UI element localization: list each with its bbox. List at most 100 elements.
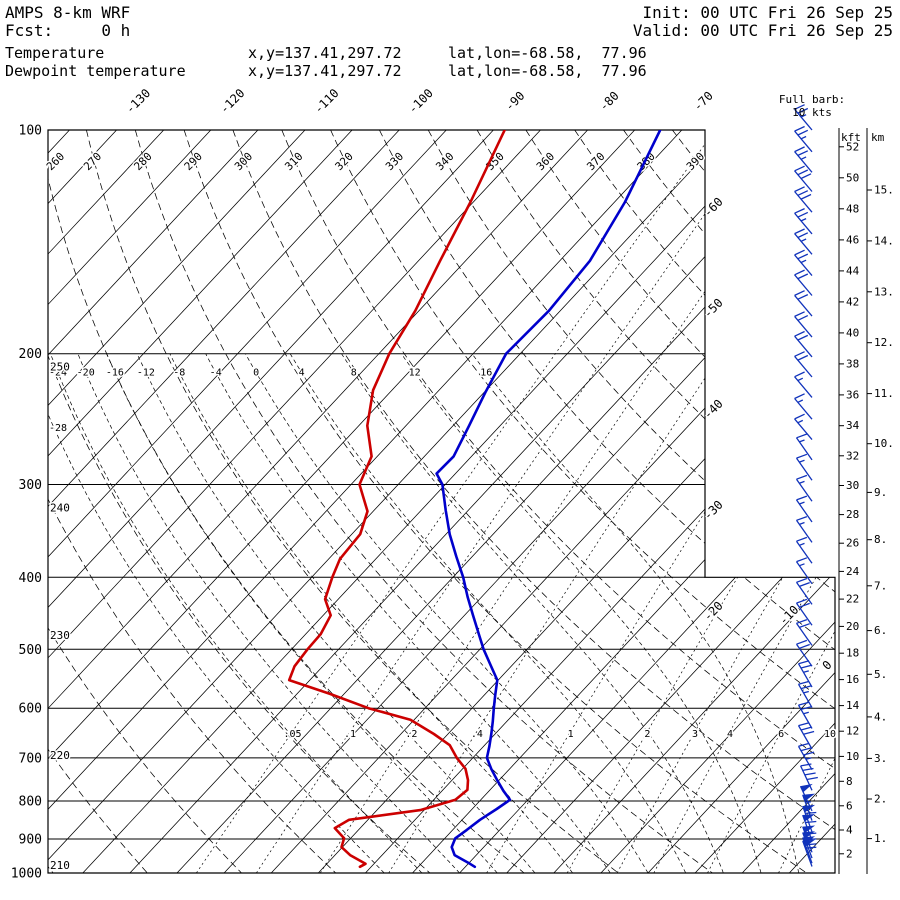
wind-barb xyxy=(795,639,813,667)
svg-text:-8: -8 xyxy=(173,368,185,379)
svg-text:-50: -50 xyxy=(701,296,726,321)
svg-text:9.: 9. xyxy=(874,486,887,499)
svg-text:12: 12 xyxy=(846,725,859,738)
svg-text:1.: 1. xyxy=(874,832,887,845)
svg-text:-4: -4 xyxy=(210,368,222,379)
temperature-latlon: lat,lon=-68.58, 77.96 xyxy=(448,44,647,62)
isotherm-labels: -130 -120 -110 -100 -90 -80 -70-60-50-40-30-20… xyxy=(123,86,836,674)
svg-text:500: 500 xyxy=(19,643,42,658)
svg-text:700: 700 xyxy=(19,751,42,766)
svg-text:16: 16 xyxy=(480,368,492,379)
svg-text:-100: -100 xyxy=(406,86,436,116)
svg-text:20: 20 xyxy=(846,620,859,633)
wind-barb xyxy=(802,839,817,867)
svg-text:26: 26 xyxy=(846,537,859,550)
svg-text:5.: 5. xyxy=(874,668,887,681)
svg-text:4: 4 xyxy=(846,824,853,837)
plot-border xyxy=(47,129,836,874)
svg-text:370: 370 xyxy=(584,150,607,173)
svg-text:280: 280 xyxy=(131,150,154,173)
svg-text:12: 12 xyxy=(409,368,421,379)
svg-text:30: 30 xyxy=(846,479,859,492)
svg-text:7.: 7. xyxy=(874,579,887,592)
svg-text:28: 28 xyxy=(846,508,859,521)
wind-barb xyxy=(795,453,813,481)
svg-text:4: 4 xyxy=(727,729,733,740)
svg-text:50: 50 xyxy=(846,171,859,184)
wind-barb xyxy=(797,680,813,708)
svg-text:600: 600 xyxy=(19,702,42,717)
wind-barb xyxy=(795,577,813,605)
wind-barb xyxy=(794,393,813,420)
svg-text:14: 14 xyxy=(846,699,860,712)
model-title: AMPS 8-km WRF xyxy=(5,3,131,22)
svg-text:270: 270 xyxy=(81,150,104,173)
wind-barb xyxy=(795,557,813,585)
svg-text:38: 38 xyxy=(846,357,859,370)
svg-text:6: 6 xyxy=(778,729,784,740)
svg-text:-120: -120 xyxy=(217,86,247,116)
wind-barb xyxy=(800,763,818,791)
isobar-lines xyxy=(47,129,836,874)
svg-text:-20: -20 xyxy=(701,599,726,624)
wind-barb xyxy=(794,249,813,277)
wind-barb xyxy=(794,413,813,441)
barb-legend-line2: 10 kts xyxy=(792,106,832,119)
svg-text:2.: 2. xyxy=(874,793,887,806)
wind-barb xyxy=(794,104,813,131)
pressure-labels: 100 200 300 400 500 600 700 800 900 1000 xyxy=(11,124,42,882)
svg-text:8: 8 xyxy=(846,775,853,788)
svg-text:330: 330 xyxy=(383,150,406,173)
wind-barb xyxy=(795,598,813,626)
svg-text:10: 10 xyxy=(824,729,836,740)
svg-text:1: 1 xyxy=(568,729,574,740)
wind-barb xyxy=(795,474,813,502)
svg-text:10: 10 xyxy=(846,750,859,763)
svg-text:14.: 14. xyxy=(874,234,894,247)
svg-text:kft: kft xyxy=(841,131,861,144)
moist-adiabat-labels: -28 -24 -20 -16 -12 -8 -4 0 4 8 12 16 xyxy=(47,366,493,436)
dewpoint-curve xyxy=(287,130,507,869)
moist-adiabat-lines xyxy=(48,353,800,873)
svg-text:260: 260 xyxy=(44,150,67,173)
svg-text:290: 290 xyxy=(182,150,205,173)
svg-text:6: 6 xyxy=(846,799,853,812)
svg-text:10.: 10. xyxy=(874,437,894,450)
svg-text:24: 24 xyxy=(846,565,860,578)
svg-text:34: 34 xyxy=(846,419,860,432)
svg-text:.4: .4 xyxy=(471,729,483,740)
svg-text:230: 230 xyxy=(50,629,70,642)
svg-text:km: km xyxy=(871,131,885,144)
wind-barb xyxy=(795,536,813,564)
wind-barb xyxy=(794,146,813,173)
svg-text:-110: -110 xyxy=(311,86,341,116)
svg-text:800: 800 xyxy=(19,795,42,810)
svg-text:1000: 1000 xyxy=(11,867,42,882)
svg-text:-80: -80 xyxy=(596,89,621,114)
wind-barb xyxy=(797,660,813,688)
wind-barb xyxy=(794,351,813,378)
svg-text:2: 2 xyxy=(846,847,853,860)
wind-barb xyxy=(794,330,813,358)
wind-barb xyxy=(797,701,813,729)
svg-text:220: 220 xyxy=(50,749,70,762)
wind-barb xyxy=(794,290,813,317)
barb-legend-line1: Full barb: xyxy=(779,93,845,106)
svg-text:15.: 15. xyxy=(874,184,894,197)
svg-text:300: 300 xyxy=(232,150,255,173)
temperature-curve xyxy=(435,130,662,869)
svg-text:300: 300 xyxy=(19,478,42,493)
svg-text:32: 32 xyxy=(846,449,859,462)
svg-text:12.: 12. xyxy=(874,336,894,349)
svg-text:4: 4 xyxy=(299,368,305,379)
wind-barb xyxy=(795,515,813,543)
svg-text:36: 36 xyxy=(846,388,859,401)
wind-barb xyxy=(794,311,813,338)
svg-text:240: 240 xyxy=(50,501,70,514)
altitude-axis: kft km24681012141618202224262830323436384… xyxy=(838,128,894,874)
svg-text:340: 340 xyxy=(433,150,456,173)
svg-text:200: 200 xyxy=(19,347,42,362)
wind-barb xyxy=(794,186,813,213)
wind-barb xyxy=(794,228,813,255)
